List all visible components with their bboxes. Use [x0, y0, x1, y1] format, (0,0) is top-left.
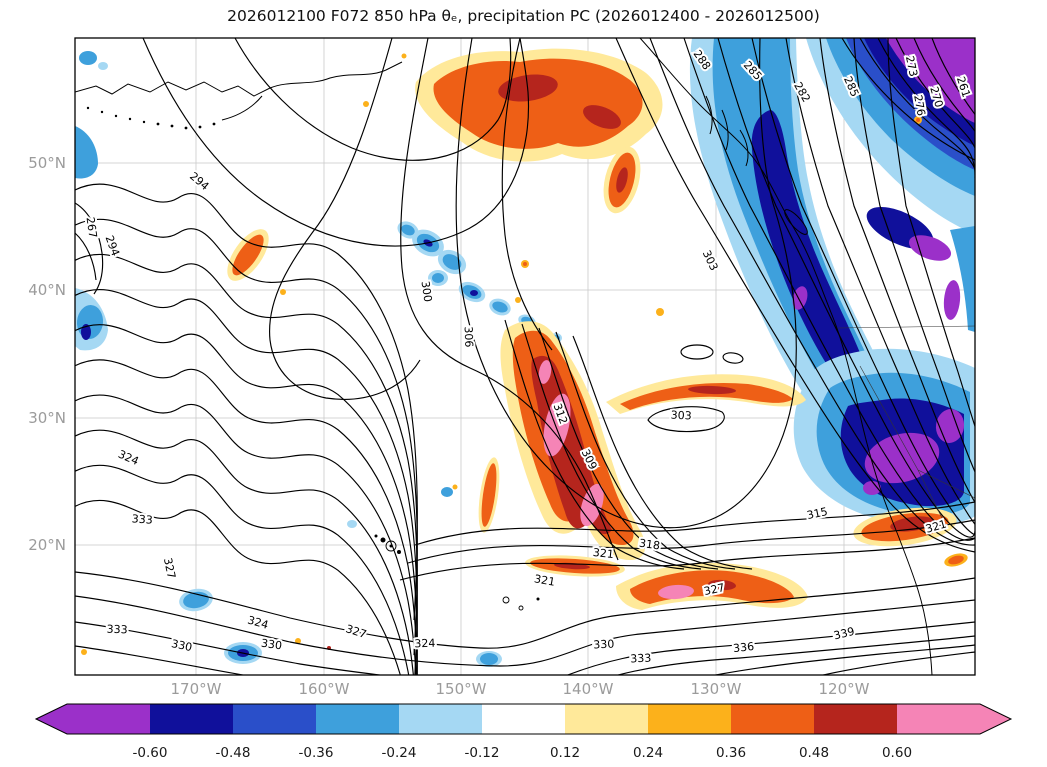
- precip-shading: [75, 38, 975, 667]
- svg-text:-0.24: -0.24: [382, 745, 417, 761]
- colorbar-tick-labels: -0.60 -0.48 -0.36 -0.24 -0.12 0.12 0.24 0.36 0.4…: [133, 745, 913, 761]
- svg-text:321: 321: [592, 546, 614, 561]
- colorbar-segment: [648, 704, 731, 734]
- shading-specks: [81, 101, 922, 655]
- shading-corner-northwest-america: [806, 38, 975, 332]
- svg-text:333: 333: [630, 651, 652, 665]
- contour-static-lines: [75, 38, 975, 675]
- svg-text:130°W: 130°W: [691, 680, 742, 698]
- svg-text:303: 303: [670, 408, 692, 422]
- svg-text:140°W: 140°W: [563, 680, 614, 698]
- svg-text:0.24: 0.24: [633, 745, 663, 761]
- coastlines: [75, 38, 975, 675]
- hawaiian-islands: [374, 534, 401, 554]
- colorbar-segment: [731, 704, 814, 734]
- colorbar-segment: [150, 704, 233, 734]
- colorbar-segment: [814, 704, 897, 734]
- svg-text:336: 336: [733, 640, 755, 655]
- svg-text:0.36: 0.36: [716, 745, 746, 761]
- colorbar-segment: [565, 704, 648, 734]
- svg-text:276: 276: [911, 94, 927, 117]
- colorbar-segment: [316, 704, 399, 734]
- svg-text:160°W: 160°W: [299, 680, 350, 698]
- svg-text:-0.60: -0.60: [133, 745, 168, 761]
- colorbar-segment: [233, 704, 316, 734]
- svg-text:0.48: 0.48: [799, 745, 829, 761]
- svg-text:300: 300: [419, 280, 435, 303]
- alaska-peninsula: [221, 95, 263, 121]
- contour-bundle-corner: [841, 38, 975, 205]
- shading-lower-right: [793, 348, 975, 525]
- svg-text:40°N: 40°N: [28, 281, 66, 299]
- svg-text:306: 306: [462, 326, 476, 347]
- svg-text:267: 267: [84, 216, 100, 239]
- svg-text:324: 324: [414, 637, 435, 651]
- plot-border: [74, 37, 976, 676]
- shading-southeast-cluster: [616, 562, 808, 610]
- north-america-coastline: [639, 38, 933, 675]
- aleutian-islands: [86, 106, 216, 130]
- colorbar-under-arrow: [36, 704, 150, 734]
- theta-e-contours: [75, 38, 975, 675]
- colorbar-over-arrow: [897, 704, 1011, 734]
- lat-tick-labels: 50°N 40°N 30°N 20°N: [28, 154, 66, 554]
- contour-bundle-plume: [504, 319, 753, 570]
- svg-text:-0.12: -0.12: [465, 745, 500, 761]
- svg-text:330: 330: [260, 637, 283, 653]
- vancouver-island: [784, 209, 808, 235]
- shading-arc: [606, 374, 806, 414]
- svg-text:-0.36: -0.36: [299, 745, 334, 761]
- svg-text:150°W: 150°W: [436, 680, 487, 698]
- svg-text:30°N: 30°N: [28, 409, 66, 427]
- svg-text:318: 318: [638, 537, 661, 553]
- contour-bundle-coast: [615, 38, 975, 553]
- shading-small-west: [75, 51, 502, 667]
- svg-text:321: 321: [533, 572, 556, 588]
- svg-text:20°N: 20°N: [28, 536, 66, 554]
- svg-text:333: 333: [131, 512, 153, 526]
- small-islands: [502, 596, 540, 611]
- contour-bundle-southwest: [75, 183, 418, 675]
- colorbar: [34, 703, 1013, 735]
- colorbar-segment: [482, 704, 565, 734]
- svg-text:50°N: 50°N: [28, 154, 66, 172]
- svg-text:0.12: 0.12: [550, 745, 580, 761]
- chart-title: 2026012100 F072 850 hPa θₑ, precipitatio…: [227, 7, 820, 25]
- svg-text:120°W: 120°W: [819, 680, 870, 698]
- svg-text:-0.48: -0.48: [216, 745, 251, 761]
- shading-gulf-alaska-blob: [401, 48, 663, 214]
- svg-text:330: 330: [593, 637, 615, 651]
- lon-tick-labels: 170°W 160°W 150°W 140°W 130°W 120°W: [171, 680, 870, 698]
- svg-text:0.60: 0.60: [882, 745, 912, 761]
- svg-text:170°W: 170°W: [171, 680, 222, 698]
- colorbar-segment: [399, 704, 482, 734]
- svg-text:333: 333: [106, 623, 127, 637]
- alaska-coastline: [75, 61, 403, 97]
